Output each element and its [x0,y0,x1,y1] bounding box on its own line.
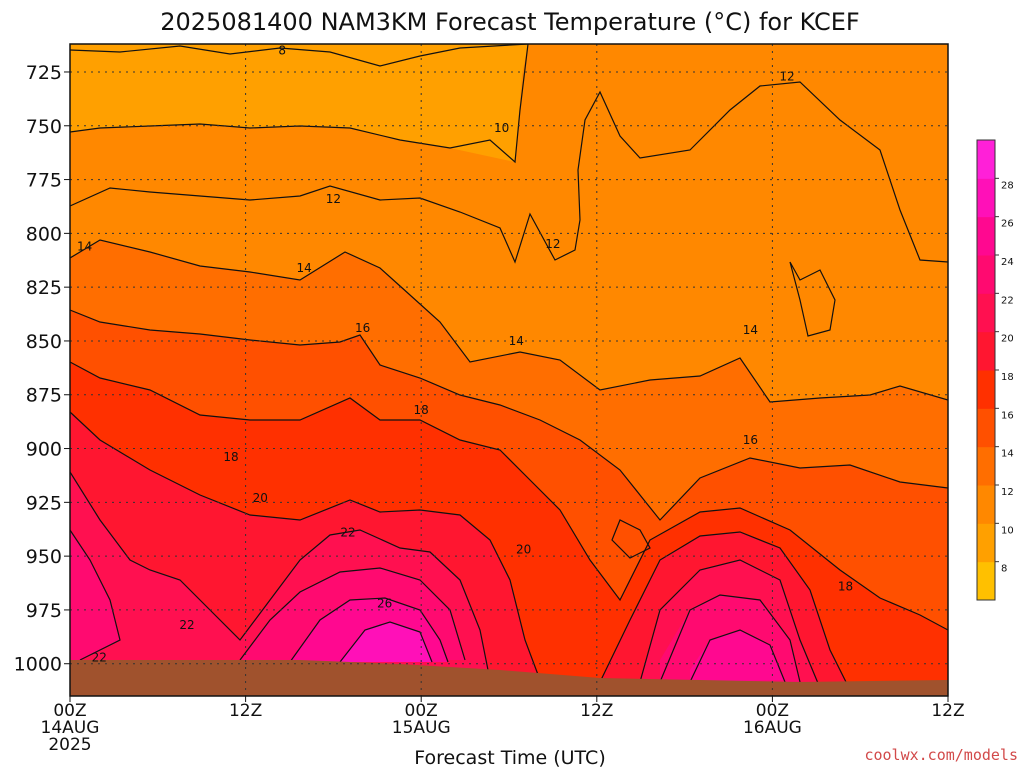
y-tick-label: 925 [26,492,62,514]
contour-label: 26 [377,596,392,610]
x-tick-label: 12Z [580,701,613,721]
contour-20 [70,411,851,691]
contour-label: 16 [355,321,370,335]
colorbar-swatch [977,408,995,448]
x-tick-label: 12Z [931,701,964,721]
colorbar: 8 10 12 14 16 18 20 22 24 26 28 [976,139,1014,601]
y-tick-label: 975 [26,600,62,622]
contour-14 [70,239,948,403]
y-tick-label: 850 [26,331,62,353]
contour-label: 22 [92,650,107,664]
y-tick-label: 825 [26,277,62,299]
colorbar-swatch [977,331,995,371]
contour-16 [70,309,948,521]
colorbar-swatch [977,178,995,218]
colorbar-swatch [977,293,995,333]
x-tick-label: 16AUG [743,718,802,738]
contour-10 [70,44,529,164]
y-tick-label: 1000 [14,654,62,676]
y-tick-label: 875 [26,385,62,407]
y-tick-label: 775 [26,170,62,192]
contour-label: 14 [77,239,92,253]
x-tick-label: 00Z [405,701,438,721]
contour-24 [70,529,801,683]
colorbar-tick-label: 20 [1001,334,1014,345]
contour-12 [70,81,948,264]
contour-26 [289,597,786,683]
x-tick-label: 00Z [53,701,86,721]
colorbar-swatch [977,255,995,294]
colorbar-tick-label: 16 [1001,410,1014,421]
colorbar-tick-label: 12 [1001,487,1014,498]
contour-label: 8 [278,43,286,57]
y-tick-label: 950 [26,546,62,568]
y-tick-label: 750 [26,116,62,138]
colorbar-tick-label: 28 [1001,180,1014,191]
contour-label: 14 [743,323,758,337]
plot-frame [69,43,949,697]
colorbar-swatch [977,561,995,601]
colorbar-swatch [977,216,995,256]
x-tick-label: 00Z [756,701,789,721]
contour-label: 16 [743,433,758,447]
contour-14-cell [611,519,651,559]
band-28-plus [340,622,432,662]
contour-12-cell [789,261,836,337]
x-tick-label: 14AUG [41,718,100,738]
x-tick-label: 12Z [229,701,262,721]
contour-label: 18 [838,579,853,593]
colorbar-tick-label: 18 [1001,372,1014,383]
colorbar-tick-label: 24 [1001,257,1014,268]
y-tick-label: 900 [26,439,62,461]
colorbar-tick-label: 22 [1001,295,1014,306]
colorbar-tick-label: 26 [1001,219,1014,230]
contour-label: 22 [179,618,194,632]
contour-labels: 8 10 12 12 12 14 14 14 14 16 16 18 18 18 20 20 22 22 22 26 [77,43,853,664]
x-axis-label: Forecast Time (UTC) [414,747,605,768]
contour-label: 14 [296,261,311,275]
x-tick-label: 2025 [48,735,91,755]
contour-label: 18 [414,403,429,417]
colorbar-swatch [977,485,995,524]
colorbar-swatch [977,523,995,563]
y-tick-label: 725 [26,62,62,84]
colorbar-swatch [977,370,995,409]
colorbar-tick-label: 14 [1001,449,1014,460]
contour-label: 18 [223,450,238,464]
y-axis: 725 750 775 800 825 850 875 900 925 950 975 1000 [14,62,70,676]
y-tick-label: 800 [26,223,62,245]
contour-8 [70,44,529,67]
x-tick-label: 15AUG [392,718,451,738]
colorbar-tick-label: 8 [1001,564,1007,575]
contour-label: 22 [340,525,355,539]
colorbar-swatch [977,140,995,179]
colorbar-swatch [977,446,995,486]
contour-label: 12 [326,192,341,206]
contour-label: 12 [779,69,794,83]
contour-28 [339,621,433,663]
contour-18 [70,361,948,631]
contour-label: 12 [545,237,560,251]
contour-label: 10 [494,121,509,135]
temperature-field: 8 10 12 12 12 14 14 14 14 16 16 18 18 18 20 20 22 22 22 26 [70,43,948,696]
terrain [70,660,948,696]
chart-title: 2025081400 NAM3KM Forecast Temperature (… [160,8,859,36]
contour-label: 14 [509,334,524,348]
credit-text: coolwx.com/models [864,746,1018,764]
band-8-10 [70,44,528,162]
colorbar-tick-label: 10 [1001,525,1014,536]
contour-label: 20 [253,491,268,505]
contour-label: 20 [516,543,531,557]
